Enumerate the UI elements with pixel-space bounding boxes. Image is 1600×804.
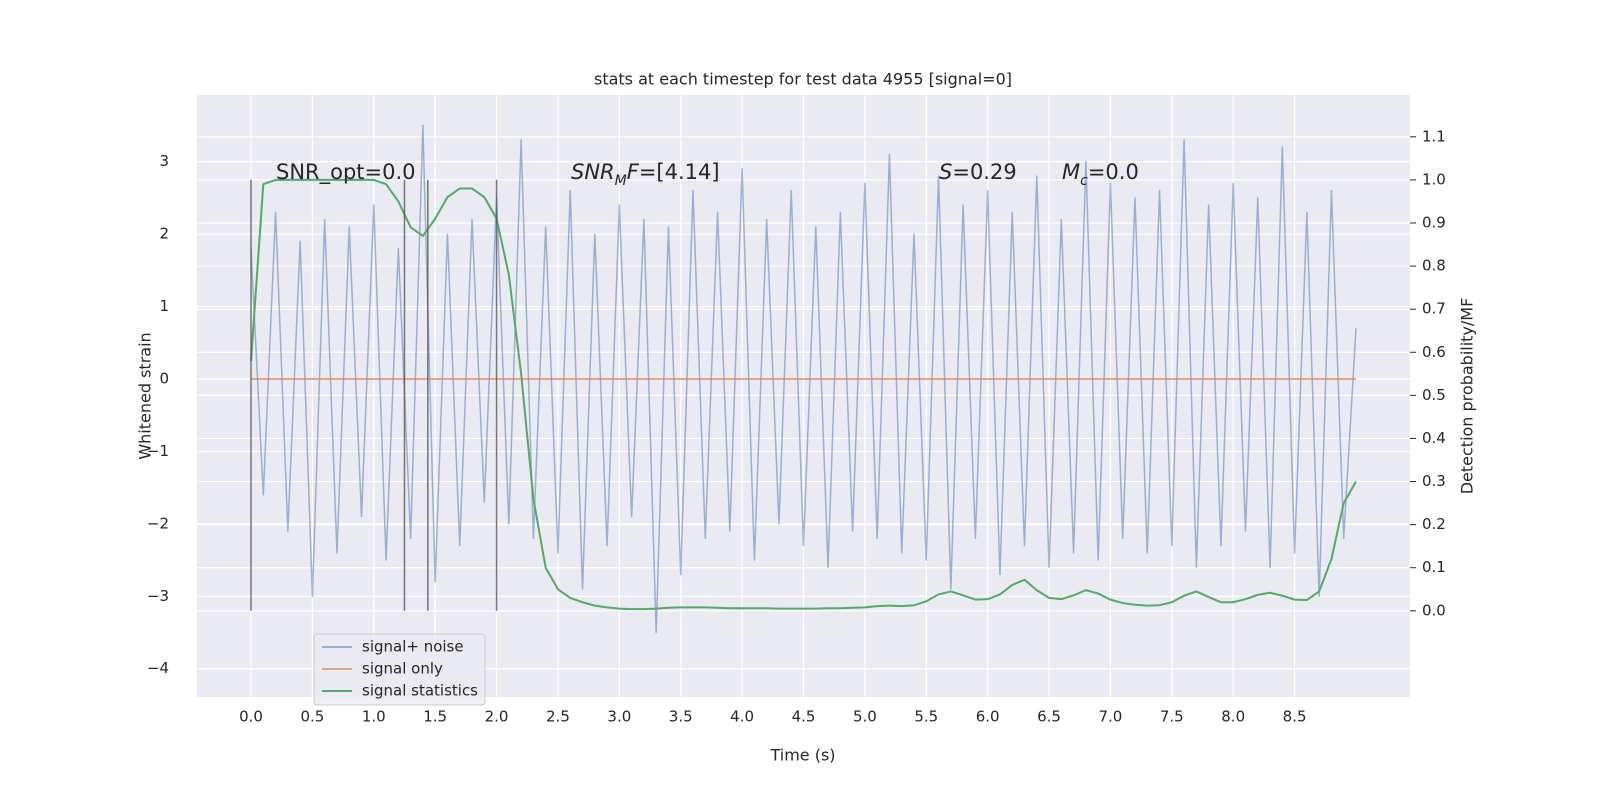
legend-label: signal statistics xyxy=(362,682,478,700)
annotation-part: =0.0 xyxy=(1088,160,1139,184)
annotation-part: M xyxy=(1062,160,1080,184)
annotation-part: F xyxy=(627,160,640,184)
y2-tick-label: 0.5 xyxy=(1422,386,1446,404)
x-tick-label: 1.0 xyxy=(362,708,386,726)
y2-tick-label: 0.1 xyxy=(1422,558,1446,576)
annotation: SNR_opt=0.0 xyxy=(276,160,416,185)
annotation-part: =[4.14] xyxy=(639,160,720,184)
chart-title: stats at each timestep for test data 495… xyxy=(594,70,1012,89)
annotation-part: SNR xyxy=(571,160,615,184)
annotation-part: SNR_opt=0.0 xyxy=(276,160,416,185)
y2-tick-label: 1.1 xyxy=(1422,127,1446,145)
y2-tick-label: 0.0 xyxy=(1422,601,1446,619)
x-tick-label: 5.0 xyxy=(853,708,877,726)
y-tick-label: 0 xyxy=(159,369,169,387)
x-tick-label: 6.0 xyxy=(976,708,1000,726)
y-tick-label: 1 xyxy=(159,297,169,315)
x-tick-label: 7.5 xyxy=(1160,708,1184,726)
x-tick-label: 8.5 xyxy=(1283,708,1307,726)
x-tick-label: 2.5 xyxy=(546,708,570,726)
y-tick-label: −4 xyxy=(147,659,169,677)
x-tick-label: 5.5 xyxy=(914,708,938,726)
series-line xyxy=(250,178,1357,611)
x-tick-label: 3.0 xyxy=(607,708,631,726)
annotation: Mc=0.0 xyxy=(1062,160,1139,189)
x-tick-label: 0.0 xyxy=(239,708,263,726)
x-tick-label: 8.0 xyxy=(1221,708,1245,726)
annotation: SNRMF=[4.14] xyxy=(571,160,720,189)
x-tick-label: 0.5 xyxy=(300,708,324,726)
y2-tick-label: 0.4 xyxy=(1422,429,1446,447)
x-tick-label: 3.5 xyxy=(669,708,693,726)
y-tick-label: −1 xyxy=(147,442,169,460)
y2-tick-label: 0.6 xyxy=(1422,343,1446,361)
annotation: S=0.29 xyxy=(939,160,1017,184)
x-axis-label: Time (s) xyxy=(769,746,835,765)
y-tick-label: 2 xyxy=(159,225,169,243)
x-tick-label: 6.5 xyxy=(1037,708,1061,726)
y-tick-label: −3 xyxy=(147,587,169,605)
x-tick-label: 7.0 xyxy=(1099,708,1123,726)
legend-box xyxy=(313,633,486,706)
annotation-part: c xyxy=(1080,173,1088,189)
annotation-part: =0.29 xyxy=(952,160,1016,184)
legend-label: signal+ noise xyxy=(362,638,464,656)
y2-tick-label: 0.8 xyxy=(1422,257,1446,275)
series-line xyxy=(250,124,1357,634)
y-tick-label: 3 xyxy=(159,152,169,170)
y-tick-label: −2 xyxy=(147,514,169,532)
x-tick-label: 4.5 xyxy=(792,708,816,726)
y2-tick-label: 0.9 xyxy=(1422,213,1446,231)
y2-tick-label: 0.7 xyxy=(1422,300,1446,318)
y2-tick-label: 0.2 xyxy=(1422,515,1446,533)
annotation-part: S xyxy=(939,160,952,184)
x-tick-label: 2.0 xyxy=(485,708,509,726)
y2-tick-label: 0.3 xyxy=(1422,472,1446,490)
x-tick-label: 1.5 xyxy=(423,708,447,726)
legend-label: signal only xyxy=(362,660,443,678)
x-tick-label: 4.0 xyxy=(730,708,754,726)
annotation-part: M xyxy=(615,173,627,189)
y2-tick-label: 1.0 xyxy=(1422,170,1446,188)
y-axis-label: Whitened strain xyxy=(136,332,155,459)
y2-axis-label: Detection probability/MF xyxy=(1458,298,1477,495)
